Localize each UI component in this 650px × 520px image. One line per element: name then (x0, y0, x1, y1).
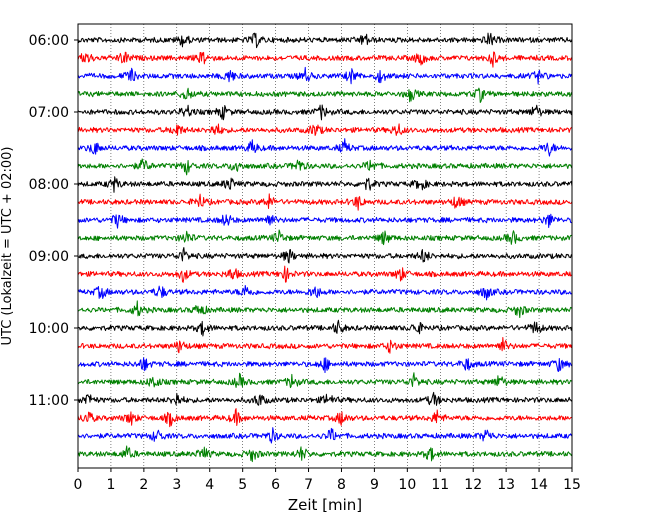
x-tick-label: 13 (497, 477, 515, 493)
x-tick-label: 2 (139, 477, 148, 493)
x-axis-label: Zeit [min] (288, 496, 362, 514)
x-tick-label: 3 (172, 477, 181, 493)
seismic-trace (77, 193, 573, 211)
x-tick-label: 6 (271, 477, 280, 493)
seismic-trace (77, 176, 573, 193)
seismic-trace (77, 300, 573, 319)
seismic-trace (77, 138, 573, 157)
x-tick-label: 11 (431, 477, 449, 493)
x-tick-label: 1 (106, 477, 115, 493)
seismic-trace (77, 337, 573, 354)
vertical-grid (110, 24, 540, 468)
seismic-trace (77, 247, 573, 264)
seismic-trace (77, 319, 573, 337)
y-axis: 06:00 07:00 08:00 09:00 10:00 11:00 (29, 33, 78, 409)
y-tick-label: 09:00 (29, 249, 69, 265)
x-tick-label: 14 (530, 477, 548, 493)
y-tick-label: 07:00 (29, 105, 69, 121)
seismic-trace (77, 158, 573, 176)
seismic-trace (77, 123, 573, 136)
y-tick-label: 08:00 (29, 177, 69, 193)
y-tick-label: 06:00 (29, 33, 69, 49)
seismic-trace (77, 51, 573, 68)
seismic-trace (77, 391, 573, 406)
x-tick-label: 10 (398, 477, 416, 493)
x-tick-label: 4 (205, 477, 214, 493)
seismic-trace (77, 66, 573, 85)
y-axis-label: UTC (Lokalzeit = UTC + 02:00) (0, 147, 15, 346)
x-tick-label: 5 (238, 477, 247, 493)
x-tick-label: 9 (370, 477, 379, 493)
seismic-trace (77, 104, 573, 121)
x-axis: 0 1 2 3 4 5 6 7 8 9 10 11 12 13 14 15 (74, 468, 581, 493)
seismic-trace (77, 32, 573, 49)
x-tick-label: 15 (563, 477, 581, 493)
x-tick-label: 8 (337, 477, 346, 493)
y-tick-label: 10:00 (29, 321, 69, 337)
seismic-trace (77, 284, 573, 301)
seismic-trace (77, 265, 573, 283)
seismic-trace (77, 408, 573, 428)
x-tick-label: 0 (74, 477, 83, 493)
seismic-trace (77, 357, 573, 374)
trace-group (77, 32, 573, 463)
plot-frame (77, 23, 573, 469)
seismic-trace (77, 87, 573, 103)
x-tick-label: 12 (464, 477, 482, 493)
seismic-trace (77, 372, 573, 389)
seismic-trace (77, 229, 573, 246)
seismic-trace (77, 427, 573, 444)
y-tick-label: 11:00 (29, 393, 69, 409)
seismic-trace (77, 213, 573, 229)
seismic-trace (77, 445, 573, 463)
x-tick-label: 7 (304, 477, 313, 493)
